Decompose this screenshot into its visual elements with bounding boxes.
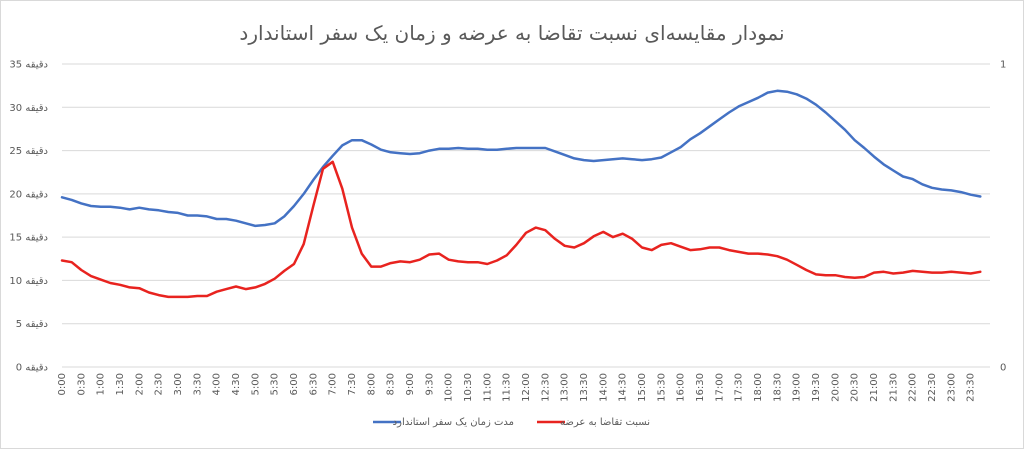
x-tick-label: 14:00 [598, 373, 609, 402]
x-tick-label: 14:30 [618, 373, 629, 402]
y-tick-label: 0 دقیقه [16, 363, 48, 374]
y2-tick-label: 1 [1000, 60, 1006, 71]
x-tick-label: 18:30 [772, 373, 783, 402]
gridlines [62, 63, 990, 368]
x-tick-label: 5:00 [250, 373, 261, 395]
x-tick-label: 16:30 [695, 373, 706, 402]
legend-label-2: نسبت تقاضا به عرضه [560, 417, 650, 428]
x-tick-label: 3:00 [173, 373, 184, 395]
x-tick-label: 23:30 [966, 373, 977, 402]
x-tick-label: 19:00 [792, 373, 803, 402]
y-tick-label: 15 دقیقه [9, 233, 48, 244]
x-tick-label: 20:00 [830, 373, 841, 402]
x-tick-label: 21:30 [888, 373, 899, 402]
x-tick-label: 1:30 [115, 373, 126, 395]
x-tick-label: 11:00 [482, 373, 493, 402]
x-tick-label: 2:30 [154, 373, 165, 395]
x-tick-label: 22:00 [908, 373, 919, 402]
x-tick-label: 20:30 [850, 373, 861, 402]
y2-axis: 10 [1000, 60, 1006, 374]
series-line-1 [60, 89, 982, 228]
x-tick-label: 21:00 [869, 373, 880, 402]
x-tick-label: 13:30 [579, 373, 590, 402]
x-tick-label: 18:00 [753, 373, 764, 402]
y-axis: 35 دقیقه 30 دقیقه 25 دقیقه 20 دقیقه 15 دقیقه… [9, 60, 48, 374]
x-tick-label: 2:00 [134, 373, 145, 395]
x-tick-label: 0:00 [57, 373, 68, 395]
x-tick-label: 11:30 [502, 373, 513, 402]
x-tick-label: 6:00 [289, 373, 300, 395]
x-tick-label: 8:30 [386, 373, 397, 395]
chart-title: نمودار مقایسه‌ای نسبت تقاضا به عرضه و زم… [239, 21, 784, 45]
x-tick-label: 17:30 [734, 373, 745, 402]
x-tick-label: 3:30 [192, 373, 203, 395]
x-tick-label: 22:30 [927, 373, 938, 402]
y-tick-label: 20 دقیقه [9, 189, 48, 200]
series-line-2 [60, 160, 982, 299]
y-tick-label: 35 دقیقه [9, 60, 48, 71]
y-tick-label: 25 دقیقه [9, 146, 48, 157]
x-tick-label: 7:30 [347, 373, 358, 395]
legend-label-1: مدت زمان یک سفر استاندارد [393, 417, 514, 428]
x-tick-label: 12:30 [540, 373, 551, 402]
y-tick-label: 5 دقیقه [16, 319, 48, 330]
series-layer [60, 89, 982, 299]
x-tick-label: 5:30 [270, 373, 281, 395]
x-tick-label: 8:00 [366, 373, 377, 395]
y-tick-label: 30 دقیقه [9, 103, 48, 114]
x-tick-label: 15:30 [656, 373, 667, 402]
y2-tick-label: 0 [1000, 363, 1006, 374]
x-tick-label: 4:30 [231, 373, 242, 395]
x-tick-label: 17:00 [714, 373, 725, 402]
x-tick-label: 0:30 [76, 373, 87, 395]
x-tick-label: 12:00 [521, 373, 532, 402]
x-tick-label: 10:30 [463, 373, 474, 402]
x-tick-label: 15:00 [637, 373, 648, 402]
x-tick-label: 9:00 [405, 373, 416, 395]
x-tick-label: 4:00 [212, 373, 223, 395]
x-tick-label: 23:00 [946, 373, 957, 402]
x-axis: 0:00 0:30 1:00 1:30 2:00 2:30 3:00 3:30 4:00 4:30… [57, 373, 977, 402]
x-tick-label: 13:00 [560, 373, 571, 402]
x-tick-label: 16:00 [676, 373, 687, 402]
x-tick-label: 9:30 [424, 373, 435, 395]
x-tick-label: 10:00 [444, 373, 455, 402]
x-tick-label: 7:00 [328, 373, 339, 395]
y-tick-label: 10 دقیقه [9, 276, 48, 287]
x-tick-label: 19:30 [811, 373, 822, 402]
x-tick-label: 1:00 [96, 373, 107, 395]
legend: مدت زمان یک سفر استاندارد نسبت تقاضا به ع… [373, 417, 650, 428]
x-tick-label: 6:30 [308, 373, 319, 395]
